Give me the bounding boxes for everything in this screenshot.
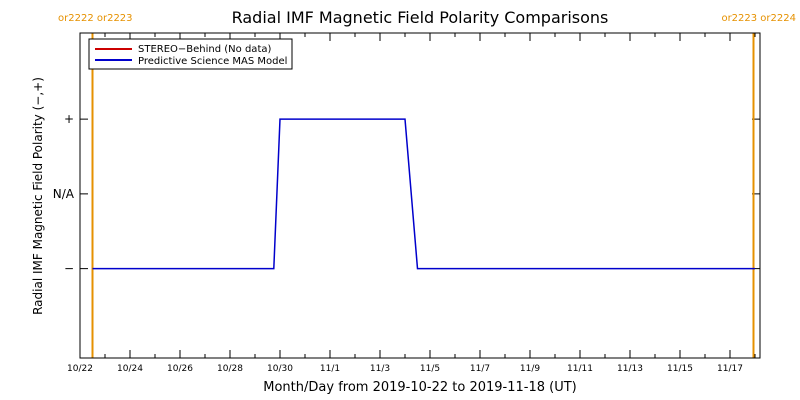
- legend-box: [88, 38, 293, 70]
- x-tick-label: 10/24: [117, 364, 143, 374]
- legend: STEREO−Behind (No data) Predictive Scien…: [88, 38, 293, 70]
- series-line-mas-model: [92, 118, 755, 270]
- legend-label-mas: Predictive Science MAS Model: [138, 56, 287, 67]
- x-axis-label: Month/Day from 2019-10-22 to 2019-11-18 …: [263, 380, 576, 395]
- x-tick-label: 11/3: [370, 364, 390, 374]
- left-rotation-label: or2222 or2223: [58, 13, 133, 24]
- x-tick-label: 11/5: [420, 364, 440, 374]
- x-tick-label: 11/17: [717, 364, 743, 374]
- x-tick-label: 11/7: [470, 364, 490, 374]
- chart-title: Radial IMF Magnetic Field Polarity Compa…: [232, 8, 609, 27]
- x-tick-label: 11/13: [617, 364, 643, 374]
- y-tick-label: N/A: [53, 187, 75, 201]
- x-tick-label: 10/26: [167, 364, 193, 374]
- x-tick-label: 11/1: [320, 364, 340, 374]
- right-rotation-label: or2223 or2224: [721, 13, 796, 24]
- plot-area: 10/22 10/24 10/26 10/28 10/30 11/1 11/3 11/5 11/…: [53, 33, 760, 374]
- y-tick-label: −: [64, 262, 74, 276]
- legend-label-stereo: STEREO−Behind (No data): [138, 44, 271, 55]
- y-tick-label: +: [64, 112, 74, 126]
- x-tick-label: 10/28: [217, 364, 243, 374]
- x-tick-label: 10/30: [267, 364, 293, 374]
- x-tick-label: 11/15: [667, 364, 693, 374]
- x-tick-label: 10/22: [67, 364, 93, 374]
- x-tick-label: 11/9: [520, 364, 540, 374]
- plot-frame: [79, 32, 761, 359]
- x-tick-label: 11/11: [567, 364, 593, 374]
- y-axis-label: Radial IMF Magnetic Field Polarity (−,+): [31, 77, 45, 315]
